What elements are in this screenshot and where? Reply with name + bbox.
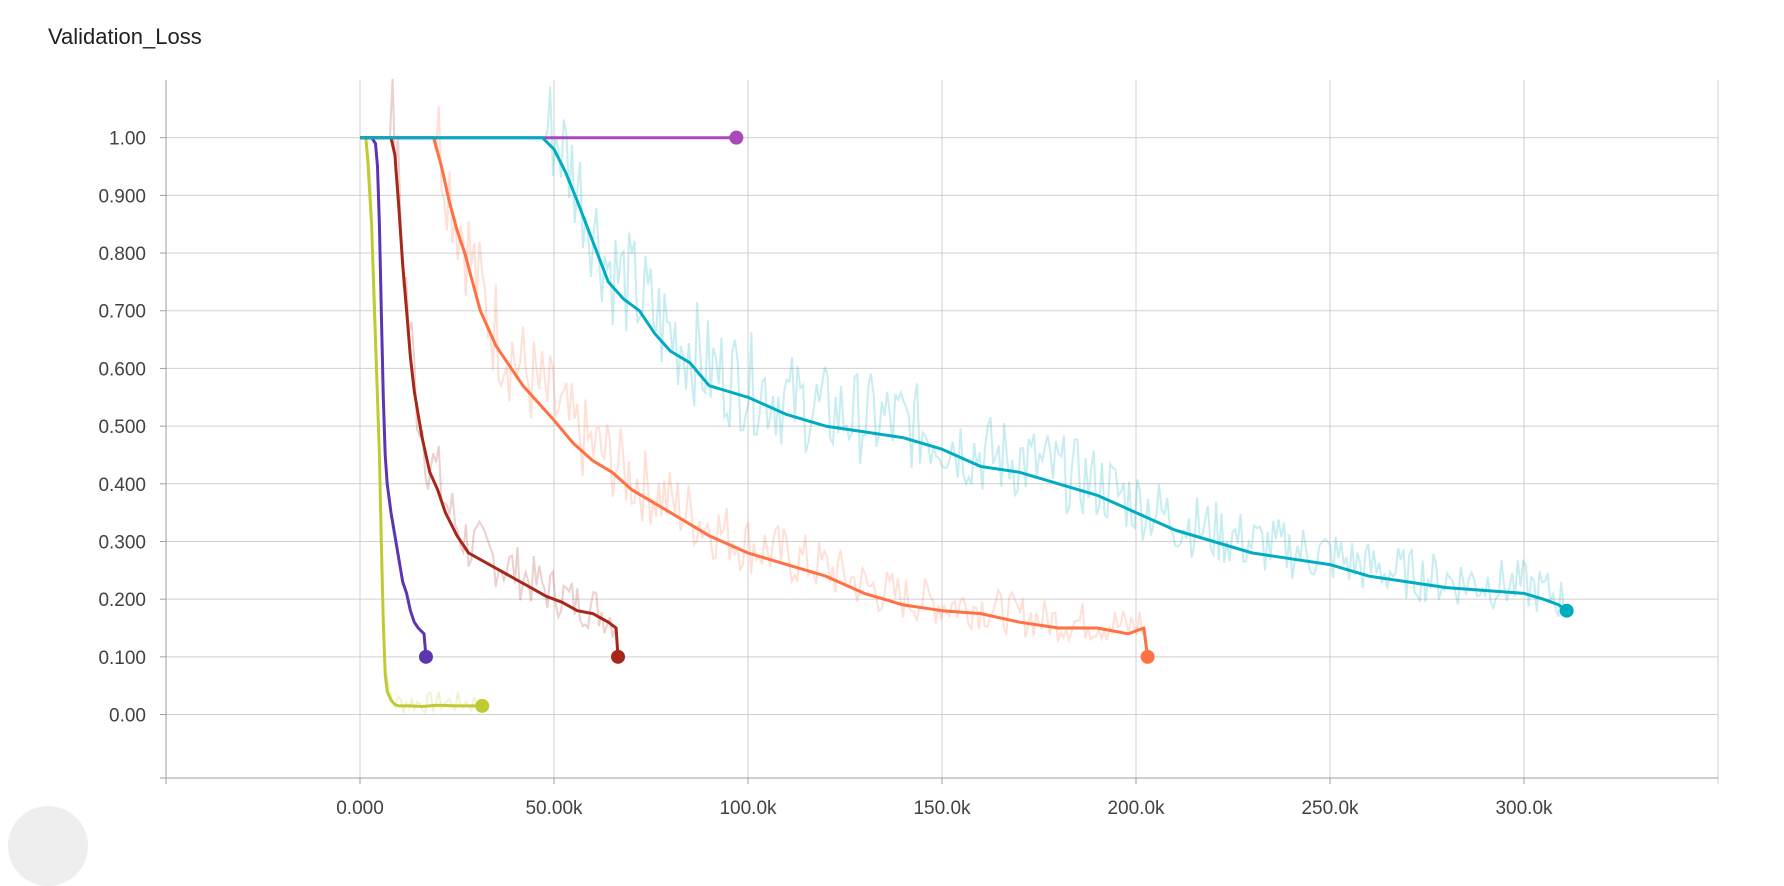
series-end-dot-4 <box>729 130 744 145</box>
y-tick-label: 0.200 <box>98 590 146 611</box>
series-end-dot-2 <box>611 649 626 664</box>
axes <box>160 80 1719 784</box>
x-tick-label: 0.000 <box>336 798 384 819</box>
raw-series-3 <box>360 106 1149 655</box>
grid-lines <box>166 80 1718 778</box>
series-line-3 <box>360 136 1150 658</box>
x-tick-label: 150.0k <box>913 798 971 819</box>
smoothed-series-lines <box>360 136 1568 708</box>
raw-series-5 <box>360 86 1568 618</box>
series-line-5 <box>360 136 1568 612</box>
series-line-1 <box>360 136 428 658</box>
chart-title: Validation_Loss <box>48 24 202 49</box>
x-tick-label: 50.00k <box>525 798 583 819</box>
series-end-dot-3 <box>1140 649 1155 664</box>
y-tick-label: 0.400 <box>98 475 146 496</box>
y-tick-label: 1.00 <box>109 129 146 150</box>
x-tick-label: 100.0k <box>719 798 777 819</box>
y-tick-label: 0.700 <box>98 302 146 323</box>
line-chart: 1.00 0.900 0.800 0.700 0.600 0.500 0.400 0.300 0… <box>98 78 1719 819</box>
x-tick-label: 250.0k <box>1301 798 1359 819</box>
y-tick-label: 0.300 <box>98 532 146 553</box>
fit-domain-button[interactable] <box>8 806 88 886</box>
series-line-2 <box>360 136 620 657</box>
y-tick-label: 0.500 <box>98 417 146 438</box>
y-tick-label: 0.600 <box>98 359 146 380</box>
tick-labels: 1.00 0.900 0.800 0.700 0.600 0.500 0.400 0.300 0… <box>98 129 1553 819</box>
series-end-dot-5 <box>1559 603 1574 618</box>
y-tick-label: 0.900 <box>98 186 146 207</box>
y-tick-label: 0.00 <box>109 706 146 727</box>
x-tick-label: 300.0k <box>1495 798 1553 819</box>
y-tick-label: 0.100 <box>98 648 146 669</box>
series-end-markers <box>418 130 1574 713</box>
series-line-0 <box>360 136 483 708</box>
y-tick-label: 0.800 <box>98 244 146 265</box>
x-tick-label: 200.0k <box>1107 798 1165 819</box>
series-end-dot-1 <box>418 649 433 664</box>
series-end-dot-0 <box>475 698 490 713</box>
raw-series-traces <box>360 78 1568 716</box>
